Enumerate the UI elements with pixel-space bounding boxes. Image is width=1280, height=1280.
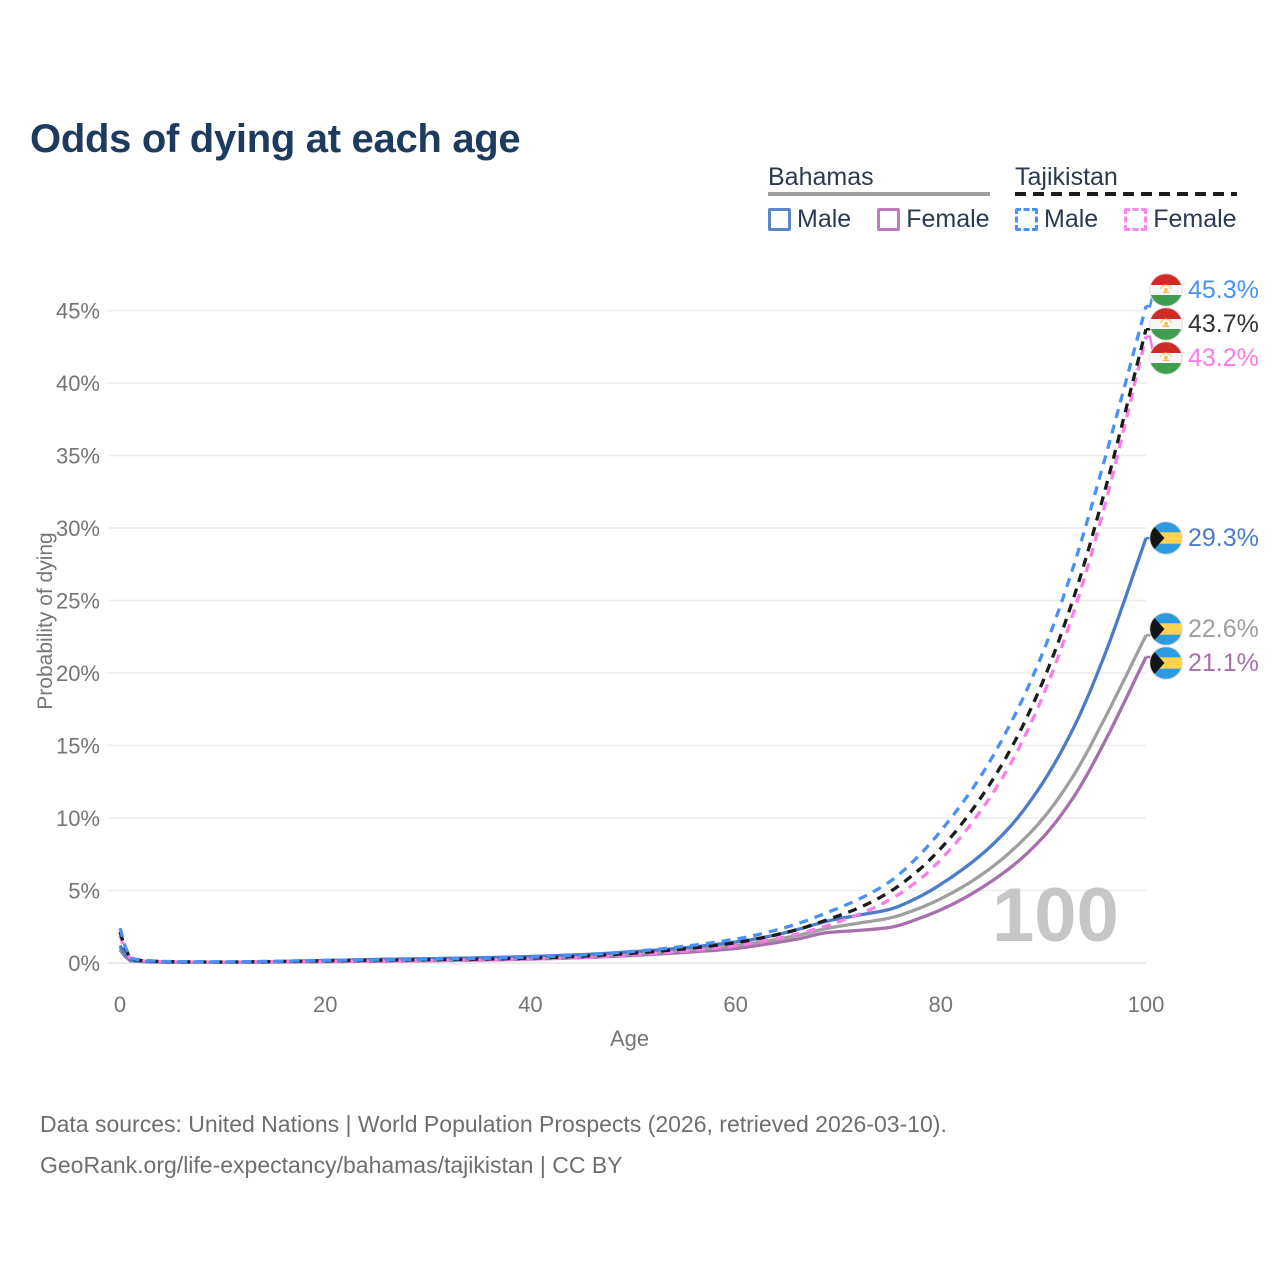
legend-item-tajikistan-male[interactable]: Male <box>1015 205 1098 234</box>
y-tick-label: 20% <box>56 661 100 686</box>
legend-item-label: Male <box>1044 205 1099 233</box>
end-label-bs_both: 22.6% <box>1149 612 1259 646</box>
bahamas-flag-icon <box>1149 612 1183 646</box>
series-line-tj_both <box>118 328 1148 964</box>
hover-age-watermark: 100 <box>992 873 1119 958</box>
legend-item-bahamas-female[interactable]: Female <box>877 205 990 234</box>
y-tick-label: 0% <box>68 951 100 976</box>
legend-item-label: Male <box>797 205 852 233</box>
legend-line-sample-bahamas <box>768 192 990 196</box>
legend-line-sample-tajikistan <box>1015 192 1237 196</box>
x-tick-label: 60 <box>723 992 747 1017</box>
bahamas-flag-icon <box>1149 646 1183 680</box>
x-tick-label: 40 <box>518 992 542 1017</box>
tajikistan-flag-icon <box>1149 307 1183 341</box>
tajikistan-flag-icon <box>1149 341 1183 375</box>
end-label-tj_male: 45.3% <box>1149 273 1259 307</box>
y-tick-label: 40% <box>56 371 100 396</box>
legend-item-label: Female <box>1153 205 1237 233</box>
x-axis-title: Age <box>610 1026 650 1051</box>
y-tick-label: 15% <box>56 734 100 759</box>
y-tick-label: 35% <box>56 444 100 469</box>
x-tick-label: 20 <box>313 992 337 1017</box>
legend-group-tajikistan: Tajikistan Male Female <box>1015 163 1237 234</box>
legend-swatch-tajikistan-female-icon[interactable] <box>1124 208 1148 231</box>
series-line-tj_male <box>118 305 1148 964</box>
end-label-bs_female: 21.1% <box>1149 646 1259 680</box>
footer-attribution-line: GeoRank.org/life-expectancy/bahamas/taji… <box>40 1152 623 1178</box>
y-tick-label: 5% <box>68 879 100 904</box>
end-label-tj_both: 43.7% <box>1149 307 1259 341</box>
y-tick-label: 45% <box>56 299 100 324</box>
end-value-label: 43.2% <box>1188 343 1259 372</box>
page-title: Odds of dying at each age <box>30 116 521 161</box>
x-tick-label: 0 <box>114 992 126 1017</box>
end-value-label: 29.3% <box>1188 523 1259 552</box>
legend-item-tajikistan-female[interactable]: Female <box>1124 205 1237 234</box>
y-tick-label: 25% <box>56 589 100 614</box>
end-value-label: 45.3% <box>1188 275 1259 304</box>
end-value-label: 22.6% <box>1188 614 1259 643</box>
bahamas-flag-icon <box>1149 521 1183 555</box>
y-tick-label: 10% <box>56 806 100 831</box>
y-axis-title: Probability of dying <box>34 532 57 710</box>
footer: Data sources: United Nations | World Pop… <box>40 1104 947 1186</box>
end-label-tj_female: 43.2% <box>1149 341 1259 375</box>
x-tick-label: 80 <box>929 992 953 1017</box>
legend-item-label: Female <box>906 205 990 233</box>
legend-item-bahamas-male[interactable]: Male <box>768 205 851 234</box>
x-tick-label: 100 <box>1128 992 1165 1017</box>
footer-source-line: Data sources: United Nations | World Pop… <box>40 1111 947 1137</box>
end-label-bs_male: 29.3% <box>1149 521 1259 555</box>
tajikistan-flag-icon <box>1149 273 1183 307</box>
legend-header-tajikistan: Tajikistan <box>1015 163 1118 191</box>
end-value-label: 21.1% <box>1188 648 1259 677</box>
legend-swatch-bahamas-female-icon[interactable] <box>877 208 901 231</box>
legend-swatch-tajikistan-male-icon[interactable] <box>1015 208 1038 231</box>
legend-header-bahamas: Bahamas <box>768 163 874 191</box>
series-line-tj_female <box>118 336 1148 964</box>
end-value-label: 43.7% <box>1188 309 1259 338</box>
legend-swatch-bahamas-male-icon[interactable] <box>768 208 791 231</box>
y-tick-label: 30% <box>56 516 100 541</box>
legend-group-bahamas: Bahamas Male Female <box>768 163 990 234</box>
